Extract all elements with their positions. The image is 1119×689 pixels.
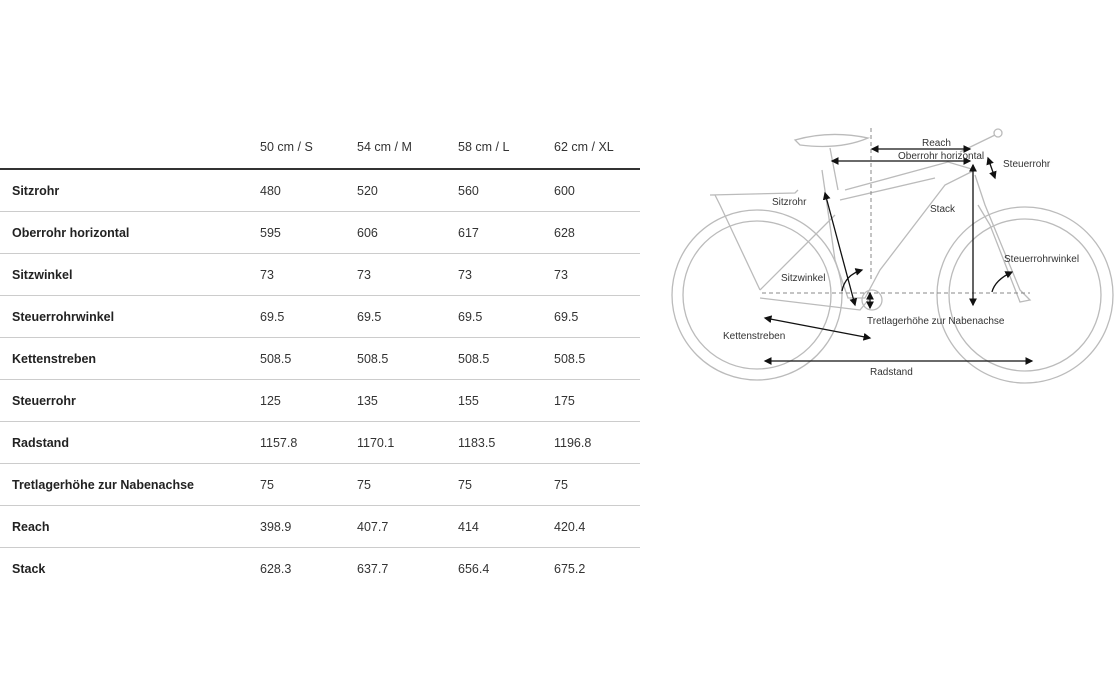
cell-value: 617: [457, 211, 553, 254]
label-kettenstreben: Kettenstreben: [723, 331, 785, 342]
label-oberrohr: Oberrohr horizontal: [898, 151, 984, 162]
motor: [861, 289, 883, 311]
table-header-row: 50 cm / S 54 cm / M 58 cm / L 62 cm / XL: [0, 126, 640, 170]
cell-value: 135: [356, 379, 457, 422]
cell-value: 1183.5: [457, 421, 553, 464]
sitzrohr-arrow: [822, 191, 858, 307]
cell-value: 414: [457, 505, 553, 548]
geometry-table: 50 cm / S 54 cm / M 58 cm / L 62 cm / XL…: [0, 126, 640, 589]
cell-value: 1157.8: [259, 421, 356, 464]
row-label: Kettenstreben: [0, 337, 259, 380]
cell-value: 69.5: [457, 295, 553, 338]
cell-value: 75: [356, 463, 457, 506]
saddle: [793, 133, 871, 191]
table-row: Stack 628.3 637.7 656.4 675.2: [0, 548, 640, 590]
row-label: Steuerrohr: [0, 379, 259, 422]
row-label: Oberrohr horizontal: [0, 211, 259, 254]
cell-value: 656.4: [458, 561, 490, 576]
cell-value: 628: [553, 211, 640, 254]
rack: [709, 189, 799, 291]
cell-value: 637.7: [357, 561, 389, 576]
cell-value: 480: [259, 169, 356, 212]
frame: [759, 161, 1032, 311]
label-steuerrohrwinkel: Steuerrohrwinkel: [1004, 254, 1079, 265]
cell-value: 69.5: [259, 295, 356, 338]
label-stack: Stack: [930, 204, 956, 215]
cell-value: 628.3: [260, 561, 292, 576]
cell-value: 606: [356, 211, 457, 254]
row-label: Stack: [12, 561, 46, 576]
cell-value: 560: [457, 169, 553, 212]
column-header: 58 cm / L: [457, 126, 553, 170]
cell-value: 155: [457, 379, 553, 422]
label-sitzrohr: Sitzrohr: [772, 197, 807, 208]
table-row: Radstand 1157.8 1170.1 1183.5 1196.8: [0, 421, 640, 464]
label-reach: Reach: [922, 138, 951, 149]
cell-value: 73: [356, 253, 457, 296]
cell-value: 508.5: [457, 337, 553, 380]
cell-value: 600: [553, 169, 640, 212]
steuerrohrwinkel-arc: [991, 271, 1014, 293]
table-row: Kettenstreben 508.5 508.5 508.5 508.5: [0, 337, 640, 380]
steuerrohr-arrow: [986, 156, 997, 180]
cell-value: 595: [259, 211, 356, 254]
sitzwinkel-arc: [841, 268, 864, 292]
cell-value: 508.5: [356, 337, 457, 380]
row-label: Sitzwinkel: [0, 253, 259, 296]
cell-value: 69.5: [553, 295, 640, 338]
cell-value: 1170.1: [356, 421, 457, 464]
cell-value: 73: [553, 253, 640, 296]
row-label: Radstand: [0, 421, 259, 464]
cell-value: 75: [259, 463, 356, 506]
table-row: Sitzwinkel 73 73 73 73: [0, 253, 640, 296]
column-header: 54 cm / M: [356, 126, 457, 170]
label-sitzwinkel: Sitzwinkel: [781, 273, 825, 284]
cell-value: 125: [259, 379, 356, 422]
table-row: Steuerrohr 125 135 155 175: [0, 379, 640, 422]
cell-value: 407.7: [356, 505, 457, 548]
table-row: Tretlagerhöhe zur Nabenachse 75 75 75 75: [0, 463, 640, 506]
kettenstreben-arrow: [763, 315, 872, 341]
cell-value: 73: [259, 253, 356, 296]
label-steuerrohr: Steuerrohr: [1003, 159, 1051, 170]
cell-value: 175: [553, 379, 640, 422]
cell-value: 73: [457, 253, 553, 296]
cell-value: 1196.8: [553, 421, 640, 464]
label-tretlager: Tretlagerhöhe zur Nabenachse: [867, 316, 1005, 327]
cell-value: 420.4: [553, 505, 640, 548]
row-label: Sitzrohr: [0, 169, 259, 212]
cell-value: 75: [553, 463, 640, 506]
table-row: Sitzrohr 480 520 560 600: [0, 169, 640, 212]
column-header: 50 cm / S: [259, 126, 356, 170]
column-header: 62 cm / XL: [553, 126, 640, 170]
row-label: Tretlagerhöhe zur Nabenachse: [0, 463, 259, 506]
label-radstand: Radstand: [870, 367, 913, 378]
row-label: Steuerrohrwinkel: [0, 295, 259, 338]
cell-value: 520: [356, 169, 457, 212]
table-row: Reach 398.9 407.7 414 420.4: [0, 505, 640, 548]
table-row: Oberrohr horizontal 595 606 617 628: [0, 211, 640, 254]
front-wheel: [936, 206, 1114, 384]
cell-value: 75: [457, 463, 553, 506]
table-row: Steuerrohrwinkel 69.5 69.5 69.5 69.5: [0, 295, 640, 338]
header-empty: [0, 126, 259, 170]
rear-wheel: [671, 209, 843, 381]
cell-value: 508.5: [259, 337, 356, 380]
row-label: Reach: [0, 505, 259, 548]
cell-value: 508.5: [553, 337, 640, 380]
cell-value: 398.9: [259, 505, 356, 548]
cell-value: 69.5: [356, 295, 457, 338]
cell-value: 675.2: [554, 561, 586, 576]
